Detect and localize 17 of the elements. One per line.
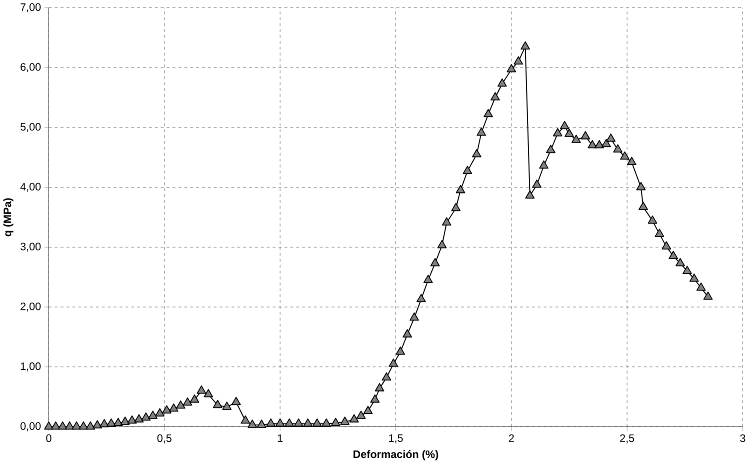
- y-tick-label: 2,00: [20, 302, 41, 312]
- y-tick-label: 5,00: [20, 122, 41, 132]
- y-axis-title: q (MPa): [3, 198, 14, 236]
- y-tick-label: 7,00: [20, 3, 41, 12]
- x-tick-label: 1: [278, 434, 283, 442]
- y-tick-label: 1,00: [20, 362, 41, 372]
- y-tick-label: 3,00: [20, 242, 41, 252]
- x-tick-label: 1,5: [389, 434, 403, 443]
- y-tick-label: 0,00: [20, 422, 41, 431]
- x-tick-label: 2: [508, 434, 514, 442]
- x-tick-label: 2,5: [620, 434, 634, 444]
- x-axis-title: Deformación (%): [354, 450, 438, 460]
- x-tick-label: 3: [740, 434, 746, 442]
- x-tick-label: 0: [46, 434, 52, 442]
- x-tick-label: 0,5: [157, 434, 172, 444]
- y-tick-label: 6,00: [20, 62, 41, 72]
- y-tick-label: 4,00: [20, 182, 41, 192]
